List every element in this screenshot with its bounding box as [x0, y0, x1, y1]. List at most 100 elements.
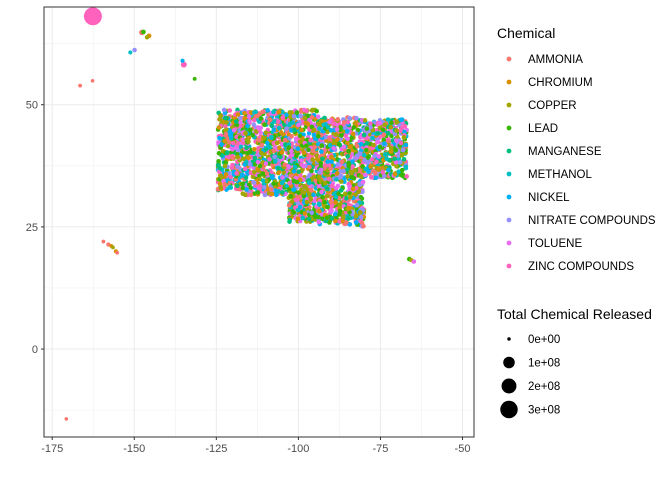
data-point	[372, 153, 377, 159]
data-point	[356, 189, 362, 194]
data-point	[128, 50, 133, 55]
data-point	[240, 181, 245, 187]
data-point	[284, 112, 289, 118]
data-point	[373, 175, 379, 181]
data-point	[345, 216, 351, 221]
legend-key-ammonia	[506, 56, 512, 62]
data-point	[302, 211, 308, 216]
data-point	[311, 132, 317, 138]
data-point	[310, 157, 316, 163]
data-point	[235, 112, 241, 117]
data-point	[296, 169, 301, 175]
data-point	[222, 182, 227, 187]
data-point	[343, 125, 348, 131]
data-point	[111, 245, 115, 250]
data-point	[349, 174, 354, 180]
data-point	[395, 153, 401, 158]
data-point	[101, 239, 106, 244]
data-point	[227, 140, 232, 145]
data-point	[297, 133, 303, 139]
data-point	[317, 170, 322, 175]
data-point	[376, 154, 382, 159]
data-point	[306, 180, 312, 186]
data-point	[309, 210, 315, 216]
data-point	[292, 127, 297, 133]
data-point	[328, 128, 334, 133]
data-point	[293, 164, 298, 170]
data-point	[371, 142, 376, 148]
data-point	[298, 113, 303, 119]
panel-border	[43, 6, 475, 438]
data-point	[370, 135, 375, 141]
x-tick-label: -175	[41, 443, 63, 455]
data-point	[273, 159, 278, 164]
data-point	[229, 165, 235, 170]
data-point	[358, 141, 364, 147]
data-point	[401, 156, 407, 162]
data-point	[385, 167, 391, 173]
data-point	[274, 192, 279, 198]
data-point	[218, 173, 224, 179]
data-point	[257, 138, 262, 143]
data-point	[251, 117, 257, 123]
data-point	[392, 156, 397, 162]
data-point	[325, 124, 331, 130]
data-point	[385, 117, 391, 122]
data-point	[306, 130, 312, 136]
data-point	[265, 140, 270, 146]
data-point	[252, 146, 257, 152]
data-point	[319, 189, 324, 195]
data-point	[399, 167, 405, 173]
data-point	[304, 108, 309, 114]
data-point	[247, 149, 253, 155]
size-legend: Total Chemical Released 0e+00 1e+08 2e+08 3…	[497, 306, 652, 419]
data-point	[380, 170, 386, 175]
data-point	[282, 137, 288, 143]
data-point	[83, 7, 102, 26]
data-point	[396, 169, 401, 175]
data-point	[329, 216, 335, 221]
data-point	[242, 110, 247, 116]
data-point	[287, 122, 292, 128]
data-point	[317, 208, 322, 214]
data-point	[392, 131, 398, 137]
data-point	[263, 161, 269, 166]
data-point	[332, 141, 338, 146]
data-point	[280, 109, 285, 115]
data-point	[245, 123, 250, 129]
data-point	[255, 190, 261, 195]
data-point	[362, 157, 368, 163]
data-point	[364, 141, 370, 146]
data-point	[298, 173, 303, 178]
data-point	[331, 145, 336, 151]
data-point	[389, 120, 394, 126]
size-legend-label: 3e+08	[528, 405, 560, 417]
data-point	[380, 127, 386, 132]
data-point	[257, 111, 263, 116]
color-legend-title: Chemical	[497, 25, 555, 41]
data-point	[347, 194, 353, 200]
data-point	[269, 191, 275, 197]
data-point	[388, 149, 394, 154]
legend-label: AMMONIA	[528, 54, 583, 66]
data-point	[180, 58, 185, 63]
data-point	[347, 144, 352, 150]
data-point	[320, 216, 325, 222]
data-point	[329, 208, 334, 213]
data-point	[295, 216, 301, 222]
data-point	[271, 181, 276, 186]
data-point	[381, 173, 387, 179]
data-point	[216, 150, 222, 156]
size-legend-label: 1e+08	[528, 358, 560, 370]
data-point	[279, 180, 285, 186]
data-point	[326, 176, 332, 182]
data-point	[223, 172, 229, 177]
data-point	[275, 119, 281, 124]
data-point	[324, 215, 330, 221]
data-point	[322, 115, 327, 121]
data-point	[251, 150, 256, 156]
data-point	[361, 223, 366, 229]
data-point	[333, 194, 339, 200]
data-point	[388, 145, 394, 151]
data-point	[371, 168, 376, 174]
